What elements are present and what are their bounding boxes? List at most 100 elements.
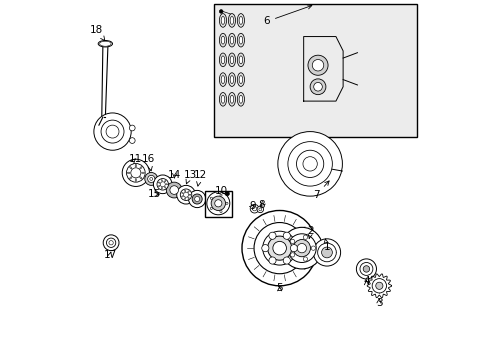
Circle shape [296,150,323,177]
Ellipse shape [239,36,242,44]
Circle shape [225,202,227,204]
Ellipse shape [237,14,244,27]
Circle shape [287,234,316,262]
Circle shape [257,206,263,213]
Circle shape [268,232,276,239]
Circle shape [106,238,116,247]
Ellipse shape [100,41,111,46]
Circle shape [307,55,327,75]
Ellipse shape [228,73,235,86]
Ellipse shape [221,95,224,103]
Text: 9: 9 [249,201,256,211]
Circle shape [283,232,290,239]
Circle shape [321,247,332,258]
Wedge shape [287,141,332,186]
Text: 8: 8 [258,200,265,210]
Circle shape [183,192,188,197]
Circle shape [192,194,202,204]
Ellipse shape [230,76,233,84]
Ellipse shape [239,76,242,84]
Ellipse shape [230,95,233,103]
Ellipse shape [230,36,233,44]
Ellipse shape [135,179,136,181]
Text: 17: 17 [103,250,117,260]
Ellipse shape [228,33,235,47]
Circle shape [313,239,340,266]
Ellipse shape [230,56,233,64]
Ellipse shape [101,42,109,45]
Circle shape [210,207,212,210]
Ellipse shape [135,164,136,167]
Circle shape [309,79,325,95]
Circle shape [109,240,113,245]
Circle shape [129,125,135,131]
Circle shape [224,192,229,196]
Circle shape [363,266,369,272]
Bar [214,4,416,137]
Ellipse shape [219,93,226,106]
Circle shape [219,10,223,13]
Ellipse shape [158,185,160,186]
Ellipse shape [164,180,165,182]
Circle shape [169,186,178,194]
Circle shape [303,235,307,239]
Circle shape [103,235,119,251]
Ellipse shape [239,95,242,103]
Ellipse shape [239,56,242,64]
Ellipse shape [221,56,224,64]
Ellipse shape [184,198,185,199]
Ellipse shape [237,93,244,106]
Circle shape [149,177,152,180]
Text: 12: 12 [193,170,206,186]
Circle shape [250,204,258,213]
Circle shape [303,257,307,261]
Ellipse shape [181,192,183,194]
Circle shape [303,157,317,171]
Text: 14: 14 [167,170,181,180]
Ellipse shape [161,180,162,181]
Circle shape [262,231,296,265]
Circle shape [126,163,145,182]
Circle shape [317,243,336,262]
Ellipse shape [140,167,142,169]
Circle shape [166,182,182,198]
Circle shape [206,192,229,215]
Ellipse shape [237,53,244,67]
Ellipse shape [230,17,233,24]
Circle shape [356,259,376,279]
Circle shape [129,138,135,143]
Text: 7: 7 [312,181,328,200]
Circle shape [359,262,372,275]
Bar [204,192,231,217]
Circle shape [290,253,294,257]
Text: 3: 3 [375,298,382,308]
Circle shape [211,196,225,211]
Ellipse shape [165,184,167,185]
Circle shape [258,208,261,211]
Ellipse shape [221,36,224,44]
Text: 1: 1 [323,239,329,252]
Circle shape [261,244,268,252]
Circle shape [147,175,155,183]
Text: 10: 10 [215,186,227,197]
Text: 11: 11 [128,154,142,164]
Ellipse shape [221,76,224,84]
Ellipse shape [181,196,183,197]
Circle shape [188,190,205,208]
Circle shape [252,207,256,211]
Circle shape [290,244,297,252]
Circle shape [144,172,158,185]
Ellipse shape [98,41,112,47]
Circle shape [153,175,172,194]
Ellipse shape [184,190,185,192]
Circle shape [160,182,165,187]
Circle shape [176,185,195,204]
Circle shape [180,189,191,201]
Text: 2: 2 [307,226,313,239]
Circle shape [94,113,131,150]
Ellipse shape [187,197,189,199]
Circle shape [242,211,317,286]
Ellipse shape [140,177,142,179]
Text: 6: 6 [263,5,311,27]
Circle shape [371,279,386,293]
